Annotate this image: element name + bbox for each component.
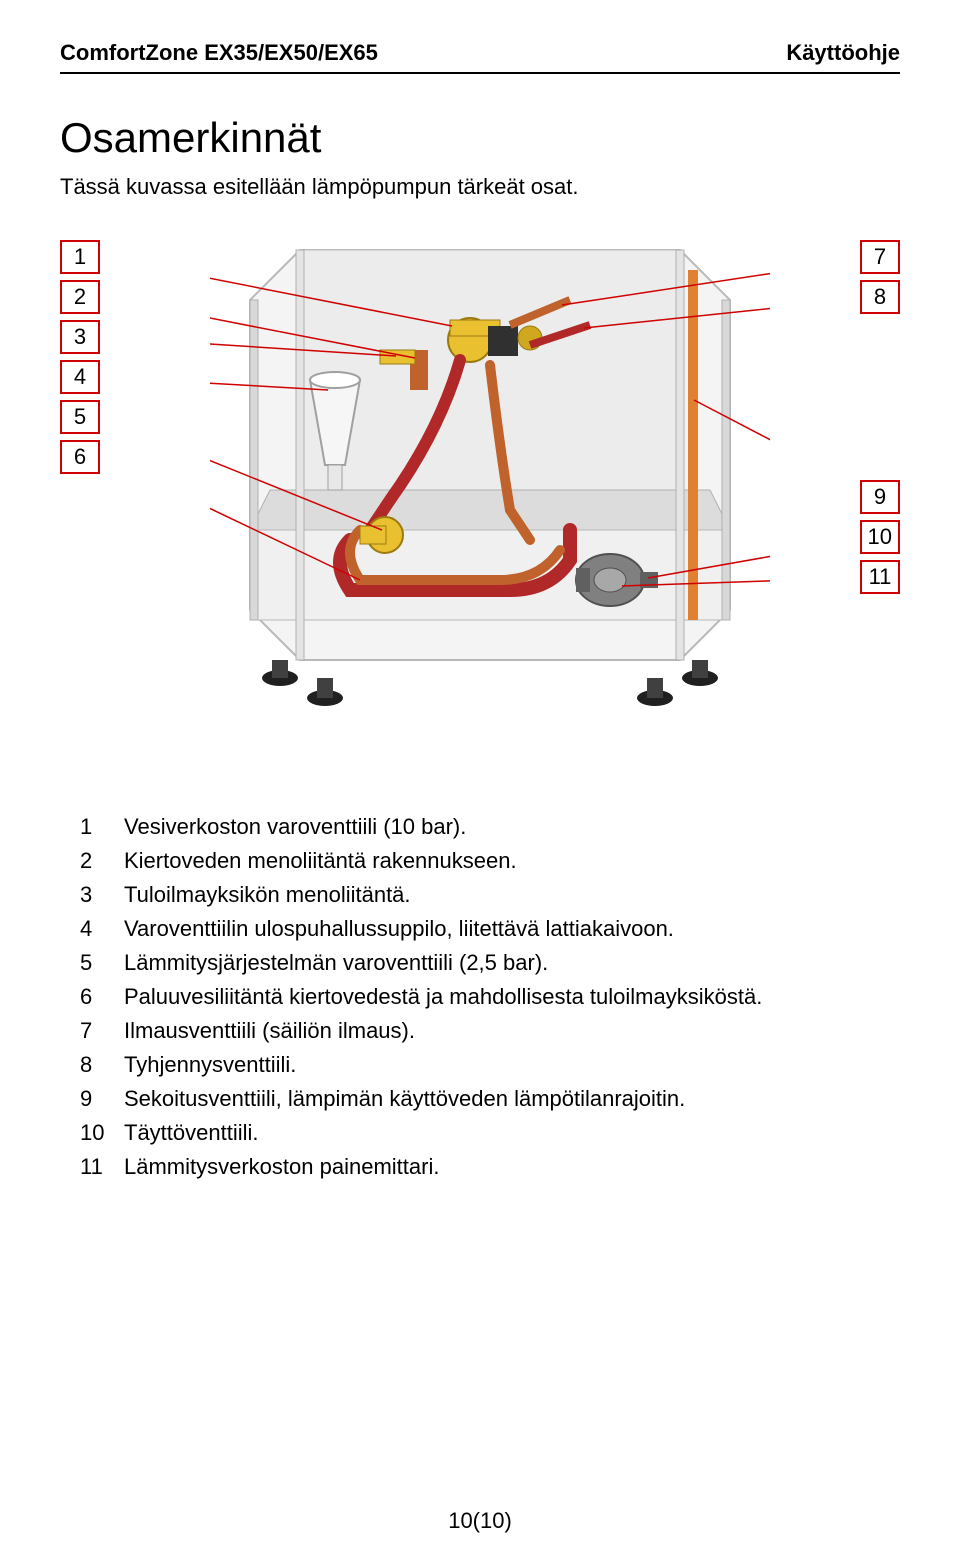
parts-list-row: 7Ilmausventtiili (säiliön ilmaus). — [80, 1014, 772, 1048]
parts-list-row: 8Tyhjennysventtiili. — [80, 1048, 772, 1082]
diagram-label-4: 4 — [60, 360, 100, 394]
machine-illustration — [210, 230, 770, 730]
parts-list-desc: Paluuvesiliitäntä kiertovedestä ja mahdo… — [124, 980, 772, 1014]
diagram-label-9: 9 — [860, 480, 900, 514]
parts-list-row: 10Täyttöventtiili. — [80, 1116, 772, 1150]
parts-list-desc: Tyhjennysventtiili. — [124, 1048, 772, 1082]
diagram-label-3: 3 — [60, 320, 100, 354]
diagram-label-7: 7 — [860, 240, 900, 274]
parts-list-row: 6Paluuvesiliitäntä kiertovedestä ja mahd… — [80, 980, 772, 1014]
section-intro: Tässä kuvassa esitellään lämpöpumpun tär… — [60, 174, 900, 200]
parts-list-number: 9 — [80, 1082, 124, 1116]
parts-list-number: 7 — [80, 1014, 124, 1048]
diagram-label-5: 5 — [60, 400, 100, 434]
parts-list-desc: Vesiverkoston varoventtiili (10 bar). — [124, 810, 772, 844]
parts-list-desc: Ilmausventtiili (säiliön ilmaus). — [124, 1014, 772, 1048]
diagram-label-1: 1 — [60, 240, 100, 274]
parts-list-desc: Kiertoveden menoliitäntä rakennukseen. — [124, 844, 772, 878]
parts-list-desc: Täyttöventtiili. — [124, 1116, 772, 1150]
parts-list-desc: Lämmitysjärjestelmän varoventtiili (2,5 … — [124, 946, 772, 980]
diagram-label-10: 10 — [860, 520, 900, 554]
parts-diagram: 1 2 3 4 5 6 7 8 9 10 11 — [60, 230, 900, 750]
parts-list-number: 6 — [80, 980, 124, 1014]
diagram-label-6: 6 — [60, 440, 100, 474]
parts-list-desc: Lämmitysverkoston painemittari. — [124, 1150, 772, 1184]
section-title: Osamerkinnät — [60, 114, 900, 162]
parts-list-row: 4Varoventtiilin ulospuhallussuppilo, lii… — [80, 912, 772, 946]
parts-list-number: 11 — [80, 1150, 124, 1184]
parts-list-number: 1 — [80, 810, 124, 844]
diagram-label-2: 2 — [60, 280, 100, 314]
parts-list-desc: Varoventtiilin ulospuhallussuppilo, liit… — [124, 912, 772, 946]
parts-list-row: 3Tuloilmayksikön menoliitäntä. — [80, 878, 772, 912]
parts-list-number: 8 — [80, 1048, 124, 1082]
header-rule — [60, 72, 900, 74]
parts-list-row: 11Lämmitysverkoston painemittari. — [80, 1150, 772, 1184]
header-left: ComfortZone EX35/EX50/EX65 — [60, 40, 378, 66]
parts-list-number: 10 — [80, 1116, 124, 1150]
parts-list-row: 5Lämmitysjärjestelmän varoventtiili (2,5… — [80, 946, 772, 980]
parts-list-row: 9Sekoitusventtiili, lämpimän käyttöveden… — [80, 1082, 772, 1116]
parts-list-row: 1Vesiverkoston varoventtiili (10 bar). — [80, 810, 772, 844]
parts-list-number: 4 — [80, 912, 124, 946]
parts-list-desc: Sekoitusventtiili, lämpimän käyttöveden … — [124, 1082, 772, 1116]
page-footer: 10(10) — [0, 1508, 960, 1534]
parts-list-number: 5 — [80, 946, 124, 980]
parts-list-number: 2 — [80, 844, 124, 878]
parts-list-number: 3 — [80, 878, 124, 912]
parts-list-table: 1Vesiverkoston varoventtiili (10 bar).2K… — [80, 810, 772, 1184]
header-right: Käyttöohje — [786, 40, 900, 66]
diagram-label-8: 8 — [860, 280, 900, 314]
parts-list-row: 2Kiertoveden menoliitäntä rakennukseen. — [80, 844, 772, 878]
diagram-label-11: 11 — [860, 560, 900, 594]
parts-list-desc: Tuloilmayksikön menoliitäntä. — [124, 878, 772, 912]
